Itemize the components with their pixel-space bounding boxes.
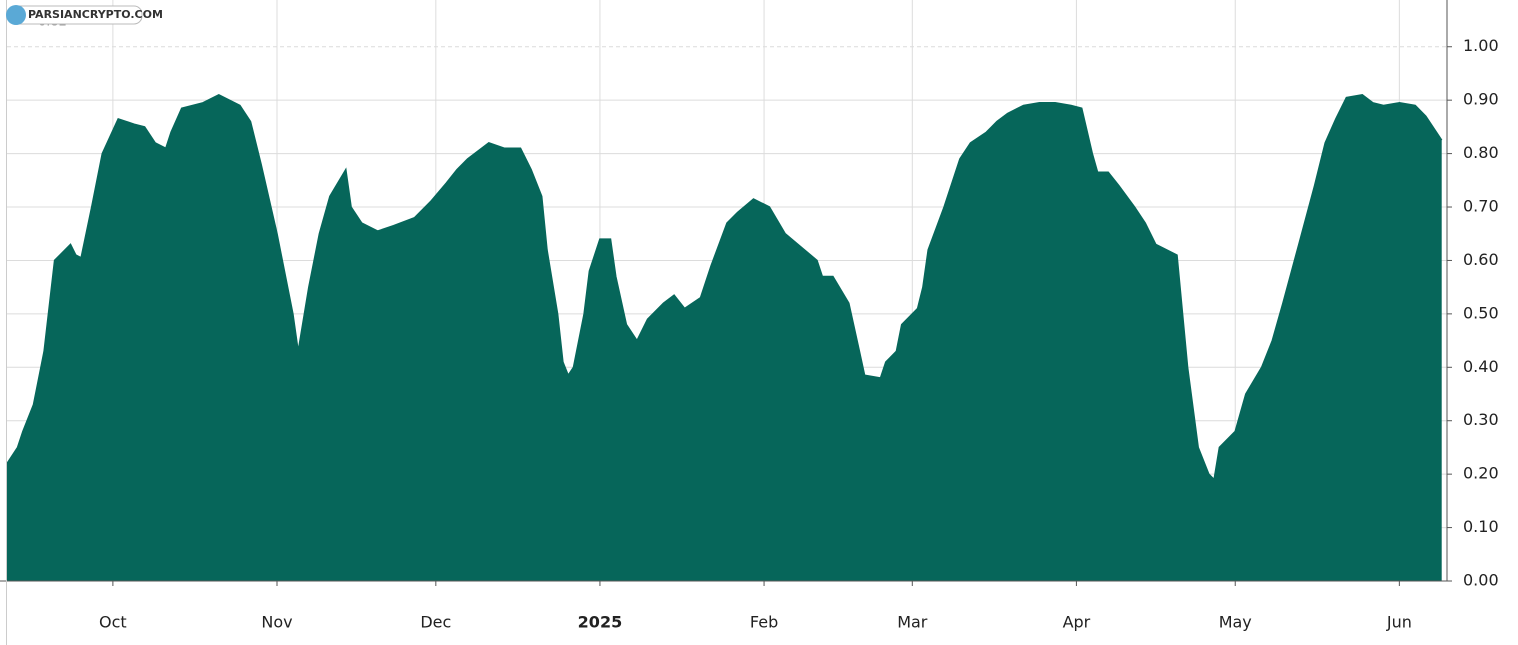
x-tick-label: Dec	[420, 613, 451, 632]
plot	[6, 0, 1447, 582]
y-tick-label: 0.30	[1463, 410, 1499, 429]
x-tick-label: Jun	[1386, 613, 1412, 632]
y-tick-label: 0.20	[1463, 464, 1499, 483]
x-tick-label: Mar	[897, 613, 928, 632]
y-tick-label: 1.00	[1463, 36, 1499, 55]
watermark-text: PARSIANCRYPTO.COM	[28, 8, 163, 21]
x-tick-label: May	[1219, 613, 1252, 632]
watermark-logo	[6, 5, 26, 25]
x-tick-label: Nov	[261, 613, 292, 632]
y-tick-label: 0.80	[1463, 143, 1499, 162]
area-line	[6, 93, 1443, 482]
y-tick-label: 0.70	[1463, 197, 1499, 216]
y-tick-label: 0.90	[1463, 90, 1499, 109]
y-tick-label: 0.60	[1463, 250, 1499, 269]
x-tick-label: 2025	[578, 613, 623, 632]
y-tick-label: 0.40	[1463, 357, 1499, 376]
x-tick-label: Feb	[750, 613, 778, 632]
area-fill	[7, 94, 1442, 582]
x-tick-label: Apr	[1063, 613, 1091, 632]
y-tick-label: 0.00	[1463, 571, 1499, 590]
watermark: PARSIANCRYPTO.COM	[6, 5, 163, 25]
x-tick-label: Oct	[99, 613, 127, 632]
y-tick-label: 0.50	[1463, 303, 1499, 322]
y-tick-label: 0.10	[1463, 517, 1499, 536]
